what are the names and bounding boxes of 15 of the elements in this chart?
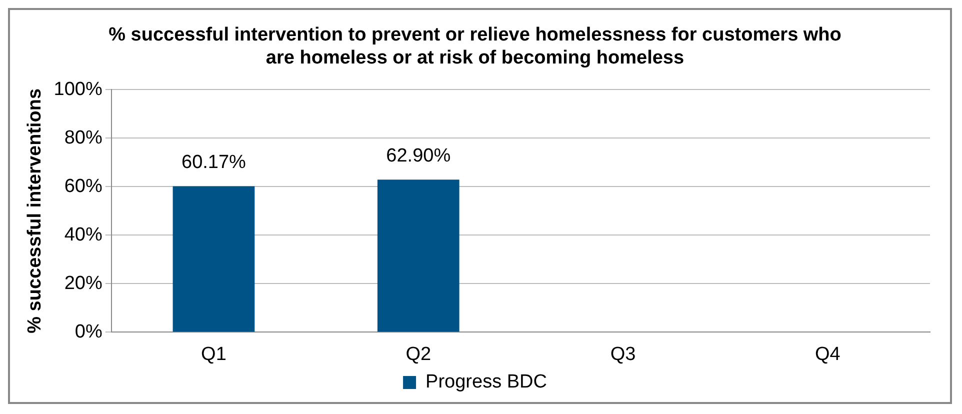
x-tick-label: Q1 xyxy=(201,344,226,365)
x-tick-label: Q3 xyxy=(610,344,636,365)
legend-label: Progress BDC xyxy=(426,372,547,393)
x-tick-label: Q4 xyxy=(814,344,841,365)
y-tick-label: 80% xyxy=(64,127,102,148)
y-axis-title: % successful interventions xyxy=(24,88,46,334)
x-tick-label: Q2 xyxy=(406,344,432,365)
y-tick-label: 60% xyxy=(64,176,102,197)
y-tick-label: 20% xyxy=(64,272,102,294)
y-tick-label: 0% xyxy=(74,321,102,342)
y-tick-label: 100% xyxy=(54,78,102,100)
chart-title: % successful intervention to prevent or relieve homelessness for customers who are homeless or at risk of becoming homeless xyxy=(108,24,842,68)
y-tick-label: 40% xyxy=(64,224,102,246)
data-label: 60.17% xyxy=(181,152,246,173)
data-label: 62.90% xyxy=(386,145,451,166)
